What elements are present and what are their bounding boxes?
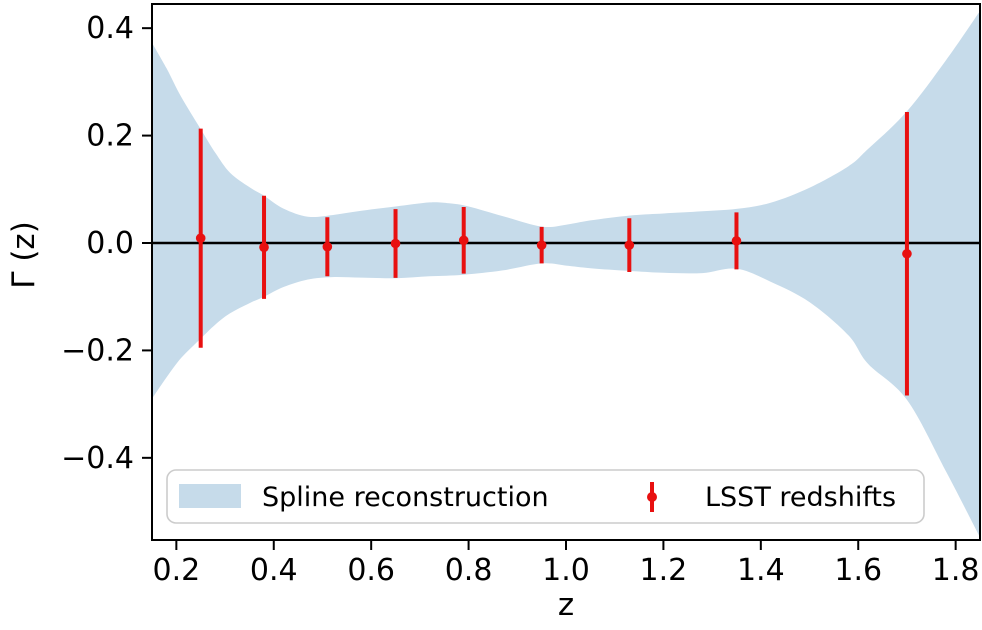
x-axis-label: z <box>558 587 574 623</box>
y-tick-label: 0.0 <box>86 226 134 261</box>
legend-label-spline: Spline reconstruction <box>262 482 549 513</box>
x-tick-label: 1.2 <box>640 553 688 588</box>
data-point <box>902 248 912 259</box>
x-axis-ticks: 0.2 0.4 0.6 0.8 1.0 1.2 1.4 1.6 1.8 <box>152 540 980 588</box>
x-tick-label: 0.6 <box>347 553 395 588</box>
y-axis-label: Γ (z) <box>6 221 42 289</box>
legend-label-lsst: LSST redshifts <box>705 482 896 513</box>
y-tick-label: 0.2 <box>86 119 134 154</box>
confidence-band <box>152 11 980 538</box>
data-point <box>536 240 547 250</box>
x-tick-label: 1.4 <box>737 553 785 588</box>
data-point <box>731 236 742 246</box>
y-tick-label: −0.4 <box>61 441 134 476</box>
data-point <box>458 235 469 246</box>
y-tick-label: −0.2 <box>61 333 134 368</box>
band-area <box>152 11 980 538</box>
data-point <box>259 242 269 253</box>
y-axis-ticks: 0.4 0.2 0.0 −0.2 −0.4 <box>61 11 152 476</box>
x-tick-label: 0.8 <box>445 553 493 588</box>
data-point <box>390 238 401 249</box>
legend-errorbar-dot-icon <box>647 492 657 502</box>
data-point <box>624 240 635 250</box>
x-tick-label: 1.8 <box>932 553 980 588</box>
y-tick-label: 0.4 <box>86 11 134 46</box>
x-tick-label: 1.0 <box>542 553 590 588</box>
legend-band-swatch-icon <box>179 484 241 508</box>
legend-box <box>166 469 925 524</box>
data-point <box>322 241 333 252</box>
x-tick-label: 1.6 <box>834 553 882 588</box>
x-tick-label: 0.4 <box>250 553 298 588</box>
legend: Spline reconstruction LSST redshifts <box>166 469 925 524</box>
data-point <box>195 233 206 243</box>
x-tick-label: 0.2 <box>152 553 200 588</box>
errorbar-series <box>195 111 912 396</box>
